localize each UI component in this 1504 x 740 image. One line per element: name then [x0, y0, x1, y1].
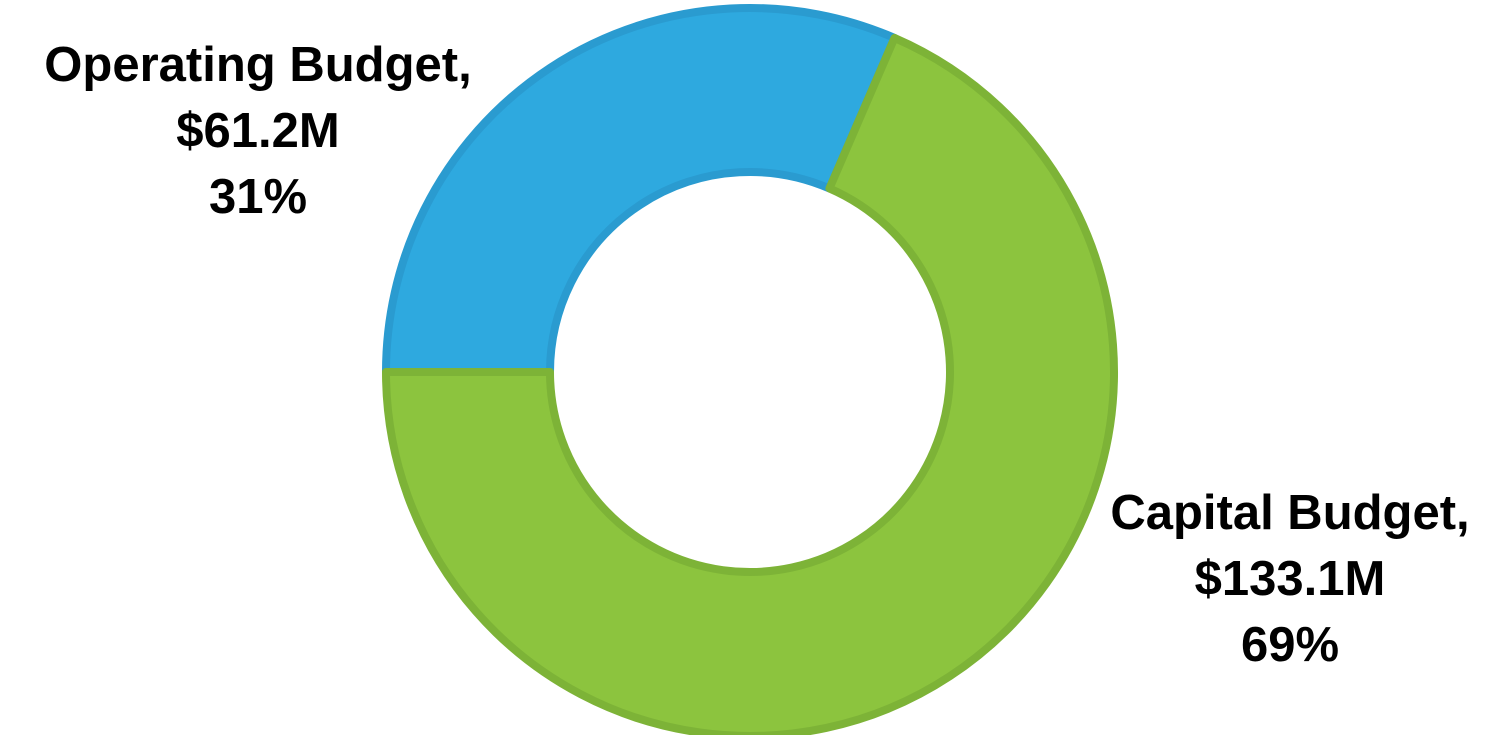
pie-slice-operating-budget — [382, 4, 899, 376]
data-label-operating-percent: 31% — [208, 170, 308, 224]
data-label-capital-percent: 69% — [1240, 618, 1340, 672]
data-label-operating-value: $61.2M — [176, 104, 340, 158]
data-label-capital-name: Capital Budget, — [1110, 486, 1470, 540]
data-label-operating-name: Operating Budget, — [44, 38, 472, 92]
data-label-capital-value: $133.1M — [1194, 552, 1386, 606]
data-label-operating-budget: Operating Budget, $61.2M 31% — [0, 32, 516, 230]
data-label-capital-budget: Capital Budget, $133.1M 69% — [1080, 480, 1500, 678]
pie-slice-capital-budget — [382, 33, 1118, 740]
